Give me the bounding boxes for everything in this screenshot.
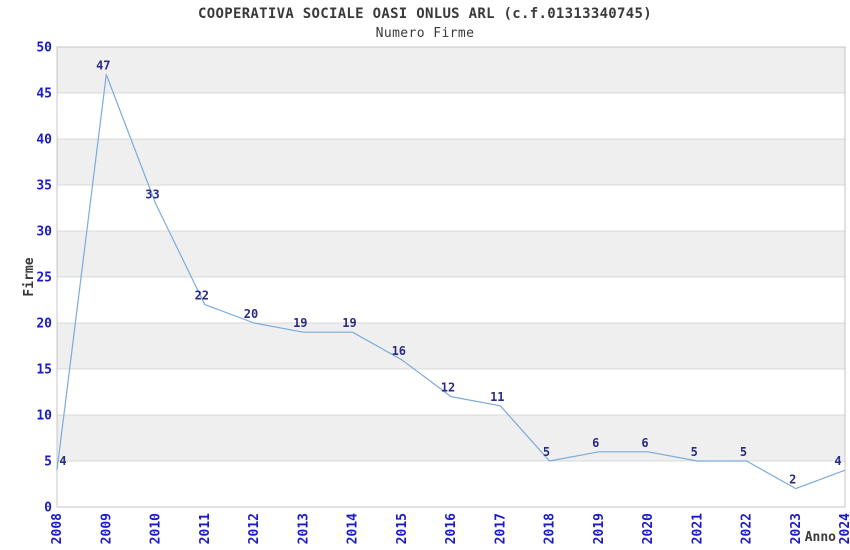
y-tick-label: 45 (36, 87, 52, 102)
data-point-label: 6 (592, 436, 599, 450)
data-point-label: 4 (59, 454, 66, 468)
plot-band (57, 185, 845, 231)
data-point-label: 22 (195, 289, 209, 303)
plot-band (57, 369, 845, 415)
x-tick-label: 2013 (296, 513, 311, 544)
x-tick-label: 2018 (543, 513, 558, 544)
y-tick-label: 0 (44, 501, 52, 516)
x-tick-label: 2020 (641, 513, 656, 544)
x-tick-label: 2024 (838, 513, 850, 544)
chart-subtitle: Numero Firme (375, 26, 475, 41)
x-tick-label: 2014 (346, 513, 361, 544)
plot-band (57, 461, 845, 507)
data-point-label: 12 (441, 381, 455, 395)
plot-band (57, 323, 845, 369)
y-tick-label: 40 (36, 133, 52, 148)
x-tick-label: 2017 (493, 513, 508, 544)
trend-line (56, 73, 846, 490)
x-tick-label: 2019 (592, 513, 607, 544)
y-tick-label: 35 (36, 179, 52, 194)
y-tick-label: 20 (36, 317, 52, 332)
x-tick-label: 2012 (247, 513, 262, 544)
x-tick-label: 2011 (198, 513, 213, 544)
plot-band (57, 93, 845, 139)
x-tick-label: 2009 (99, 513, 114, 544)
x-tick-label: 2023 (789, 513, 804, 544)
plot-band (57, 277, 845, 323)
data-point-label: 6 (641, 436, 648, 450)
y-axis-title: Firme (22, 257, 37, 296)
data-point-label: 4 (834, 454, 841, 468)
data-point-label: 47 (96, 59, 110, 73)
plot-band (57, 231, 845, 277)
data-point-label: 2 (789, 473, 796, 487)
x-axis-title: Anno (805, 530, 836, 545)
y-tick-label: 30 (36, 225, 52, 240)
data-point-label: 19 (342, 316, 356, 330)
y-tick-label: 15 (36, 363, 52, 378)
data-point-label: 19 (293, 316, 307, 330)
y-tick-label: 50 (36, 41, 52, 56)
data-point-label: 5 (691, 445, 698, 459)
x-tick-label: 2016 (444, 513, 459, 544)
data-point-label: 33 (145, 187, 159, 201)
plot-border (56, 46, 846, 508)
x-tick-label: 2022 (740, 513, 755, 544)
data-point-label: 11 (490, 390, 504, 404)
x-tick-label: 2021 (690, 513, 705, 544)
y-tick-label: 5 (44, 455, 52, 470)
y-tick-label: 25 (36, 271, 52, 286)
data-point-label: 5 (543, 445, 550, 459)
data-point-label: 16 (392, 344, 406, 358)
data-point-label: 5 (740, 445, 747, 459)
x-tick-label: 2015 (395, 513, 410, 544)
plot-band (57, 415, 845, 461)
plot-band (57, 139, 845, 185)
y-tick-label: 10 (36, 409, 52, 424)
plot-band (57, 47, 845, 93)
chart-title: COOPERATIVA SOCIALE OASI ONLUS ARL (c.f.… (198, 6, 652, 22)
x-tick-label: 2008 (50, 513, 65, 544)
data-point-label: 20 (244, 307, 258, 321)
x-tick-label: 2010 (149, 513, 164, 544)
